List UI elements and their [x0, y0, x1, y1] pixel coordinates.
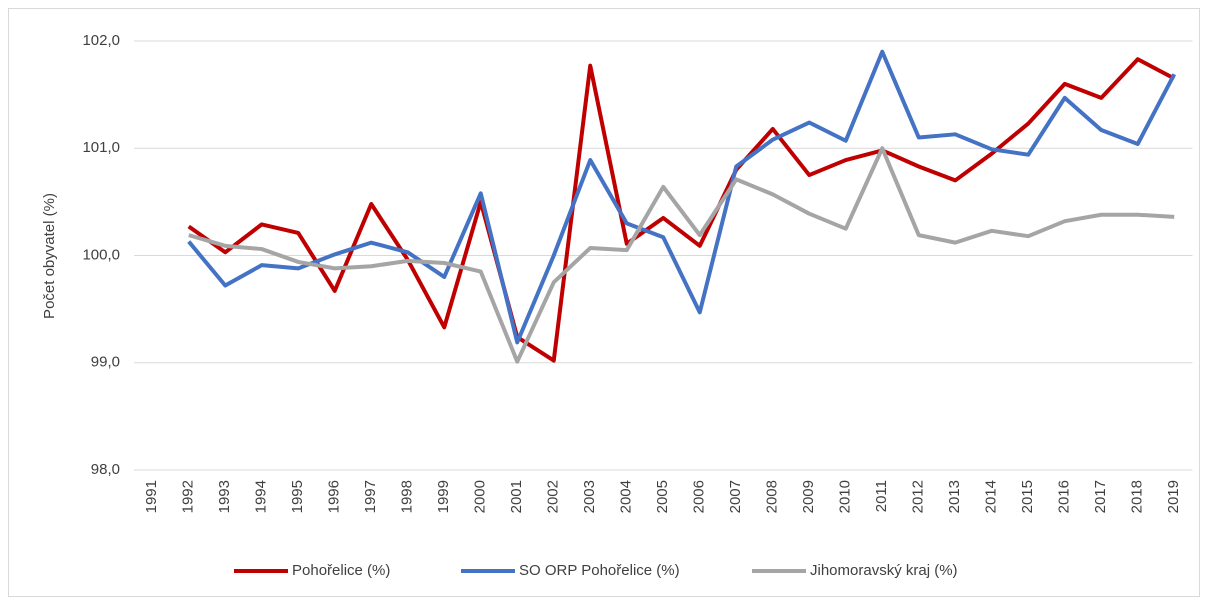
x-tick-label: 1993 — [216, 480, 233, 513]
legend-label: Pohořelice (%) — [292, 562, 390, 579]
x-tick-label: 1996 — [326, 480, 343, 513]
x-tick-label: 2005 — [654, 480, 671, 513]
x-tick-label: 2003 — [581, 480, 598, 513]
data-line — [188, 146, 1175, 364]
x-tick-label: 2004 — [618, 480, 635, 513]
x-tick-label: 1991 — [143, 480, 160, 513]
x-tick-label: 2013 — [946, 480, 963, 513]
x-tick-label: 2009 — [800, 480, 817, 513]
x-tick-label: 2019 — [1165, 480, 1182, 513]
x-tick-label: 2007 — [727, 480, 744, 513]
y-tick-label: 102,0 — [82, 32, 120, 49]
x-tick-label: 1994 — [253, 480, 270, 513]
x-tick-label: 2018 — [1129, 480, 1146, 513]
x-tick-label: 2012 — [910, 480, 927, 513]
y-axis-label: Počet obyvatel (%) — [41, 193, 58, 319]
x-tick-label: 1999 — [435, 480, 452, 513]
x-tick-label: 2015 — [1019, 480, 1036, 513]
x-tick-label: 2016 — [1056, 480, 1073, 513]
x-tick-label: 2001 — [508, 480, 525, 513]
y-tick-label: 100,0 — [82, 246, 120, 263]
data-line — [187, 49, 1177, 345]
x-tick-label: 1992 — [180, 480, 197, 513]
x-tick-label: 1995 — [289, 480, 306, 513]
x-tick-label: 1998 — [399, 480, 416, 513]
x-tick-label: 2017 — [1092, 480, 1109, 513]
legend-label: SO ORP Pohořelice (%) — [519, 562, 680, 579]
x-tick-label: 2008 — [764, 480, 781, 513]
y-tick-label: 98,0 — [91, 461, 120, 478]
x-tick-label: 2014 — [983, 480, 1000, 513]
x-tick-label: 2011 — [873, 480, 890, 512]
y-tick-label: 99,0 — [91, 354, 120, 371]
legend-label: Jihomoravský kraj (%) — [810, 562, 958, 579]
chart-frame — [8, 8, 1200, 597]
x-tick-label: 2000 — [472, 480, 489, 513]
x-tick-label: 2010 — [837, 480, 854, 513]
x-tick-label: 1997 — [362, 480, 379, 513]
x-tick-label: 2006 — [691, 480, 708, 513]
x-tick-label: 2002 — [545, 480, 562, 513]
y-tick-label: 101,0 — [82, 139, 120, 156]
